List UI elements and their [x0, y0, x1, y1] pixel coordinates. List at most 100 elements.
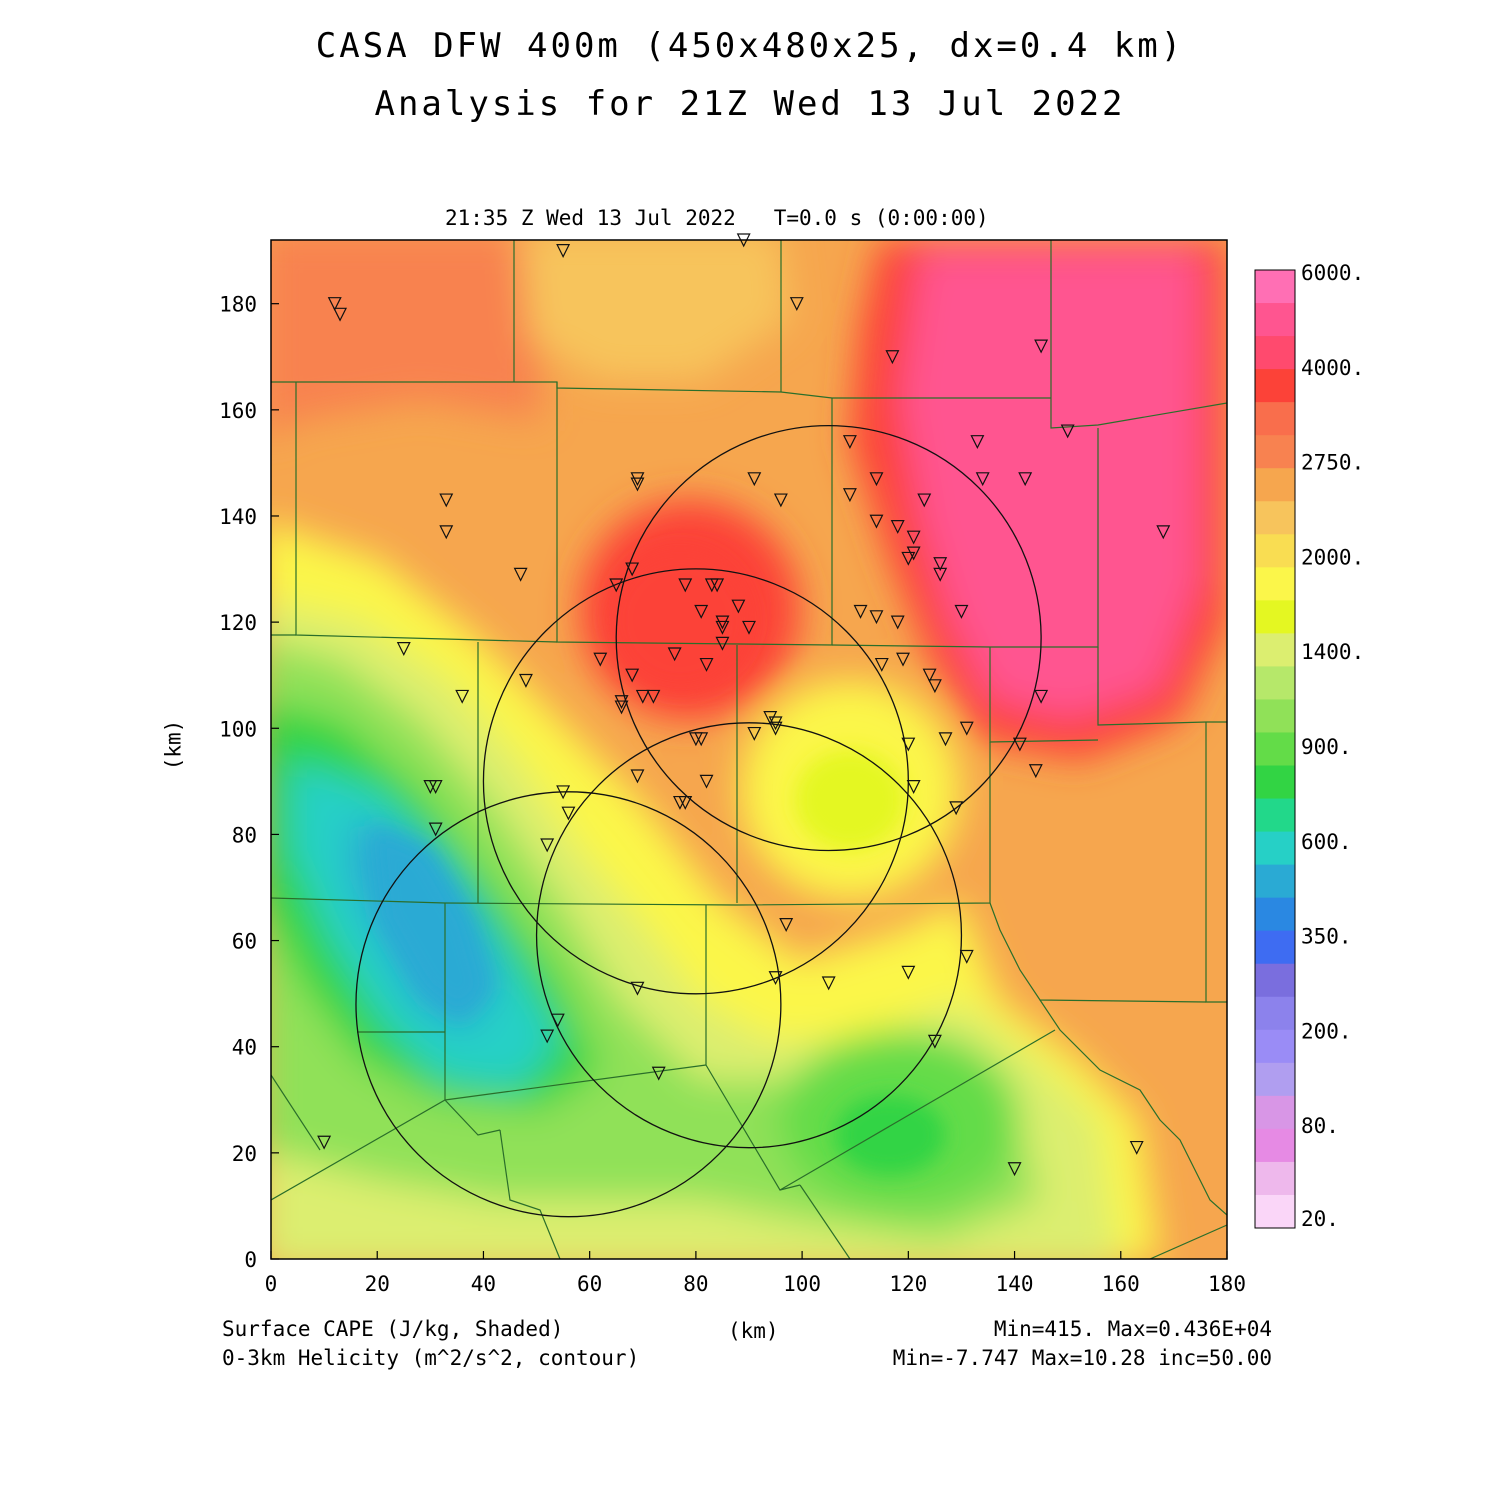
x-tick-label: 20	[365, 1272, 390, 1296]
colorbar-label: 200.	[1301, 1019, 1352, 1043]
station-marker	[694, 604, 709, 619]
station-marker	[1028, 764, 1043, 779]
colorbar-label: 600.	[1301, 830, 1352, 854]
colorbar-swatch	[1255, 732, 1295, 767]
station-marker	[927, 679, 942, 694]
station-marker	[779, 918, 794, 932]
colorbar-swatch	[1255, 1062, 1295, 1097]
station-marker	[938, 732, 953, 747]
station-marker	[1034, 689, 1049, 704]
station-marker	[731, 599, 746, 614]
colorbar-swatch	[1255, 435, 1295, 469]
colorbar-swatch	[1255, 534, 1295, 568]
station-marker	[959, 721, 974, 736]
station-marker	[906, 780, 921, 794]
colorbar-swatch	[1255, 336, 1295, 370]
station-marker	[773, 493, 788, 508]
station-marker	[635, 689, 650, 704]
station-marker	[651, 1066, 666, 1081]
station-marker	[959, 949, 974, 964]
colorbar-swatch	[1255, 765, 1295, 800]
valid-time-label: 21:35 Z Wed 13 Jul 2022 T=0.0 s (0:00:00…	[445, 206, 989, 230]
station-marker	[540, 1029, 555, 1044]
station-marker	[1129, 1140, 1144, 1155]
x-tick-label: 60	[577, 1272, 602, 1296]
colorbar-swatch	[1255, 798, 1295, 833]
plot-frame	[270, 239, 1228, 1260]
station-marker	[678, 795, 693, 810]
colorbar-label: 900.	[1301, 735, 1352, 759]
colorbar-frame	[1254, 269, 1296, 1229]
station-marker	[699, 657, 714, 672]
x-tick-label: 100	[783, 1272, 821, 1296]
station-marker	[842, 435, 857, 450]
station-marker	[922, 668, 937, 683]
station-marker	[1012, 737, 1027, 752]
x-tick-label: 140	[996, 1272, 1034, 1296]
station-marker	[556, 785, 571, 800]
station-marker	[747, 726, 762, 741]
station-marker	[630, 769, 645, 784]
station-marker	[789, 297, 804, 312]
station-marker	[1018, 472, 1033, 487]
y-tick-label: 140	[219, 505, 257, 529]
x-tick-label: 40	[471, 1272, 496, 1296]
station-marker	[1060, 424, 1075, 439]
station-marker	[890, 615, 905, 630]
y-tick-label: 60	[232, 930, 257, 954]
station-marker	[869, 472, 884, 487]
station-marker	[699, 774, 714, 789]
y-axis-ticks: 0 20 40 60 80 100 120 140 160 180	[219, 293, 279, 1272]
station-marker	[439, 525, 454, 540]
colorbar-swatch	[1255, 369, 1295, 403]
helicity-range-circle	[355, 791, 782, 1218]
station-marker	[630, 472, 645, 487]
station-marker	[763, 711, 778, 725]
x-axis-label: (km)	[728, 1319, 779, 1343]
y-tick-label: 80	[232, 823, 257, 847]
y-tick-label: 120	[219, 611, 257, 635]
station-marker	[975, 472, 990, 487]
colorbar-swatch	[1255, 501, 1295, 535]
colorbar-swatch	[1255, 402, 1295, 436]
helicity-range-circle	[615, 424, 1042, 852]
colorbar-swatch	[1255, 1161, 1295, 1196]
station-marker	[609, 578, 624, 593]
y-tick-label: 180	[219, 293, 257, 317]
colorbar-swatch	[1255, 1194, 1295, 1229]
station-marker	[518, 673, 533, 688]
station-marker	[561, 806, 576, 821]
station-marker	[556, 244, 571, 258]
colorbar-swatch	[1255, 930, 1295, 965]
y-tick-label: 160	[219, 399, 257, 423]
colorbar-swatch	[1255, 600, 1295, 634]
station-marker	[1156, 525, 1171, 540]
station-marker	[768, 971, 783, 986]
colorbar-swatch	[1255, 1095, 1295, 1130]
station-marker	[333, 307, 348, 322]
y-tick-label: 20	[232, 1142, 257, 1166]
colorbar-swatch	[1255, 996, 1295, 1031]
colorbar-label: 6000.	[1301, 261, 1364, 285]
station-marker	[513, 567, 528, 582]
colorbar-label: 1400.	[1301, 640, 1364, 664]
map-title: CASA DFW 400m (450x480x25, dx=0.4 km)	[315, 26, 1185, 66]
station-marker	[540, 838, 555, 853]
x-axis-ticks: 0 20 40 60 80 100 120 140 160 180	[265, 1251, 1246, 1296]
y-tick-label: 100	[219, 717, 257, 741]
station-marker	[550, 1013, 565, 1028]
colorbar-label: 350.	[1301, 925, 1352, 949]
station-marker	[327, 297, 342, 312]
station-marker	[396, 642, 411, 657]
station-marker	[625, 668, 640, 683]
colorbar-swatch	[1255, 633, 1295, 667]
colorbar-label: 2000.	[1301, 545, 1364, 569]
station-marker	[874, 657, 889, 672]
station-marker	[428, 780, 443, 794]
station-marker	[694, 732, 709, 747]
station-marker	[901, 551, 916, 566]
station-marker	[625, 562, 640, 577]
station-marker	[667, 647, 682, 662]
colorbar-swatch	[1255, 1029, 1295, 1064]
station-marker	[455, 689, 470, 704]
